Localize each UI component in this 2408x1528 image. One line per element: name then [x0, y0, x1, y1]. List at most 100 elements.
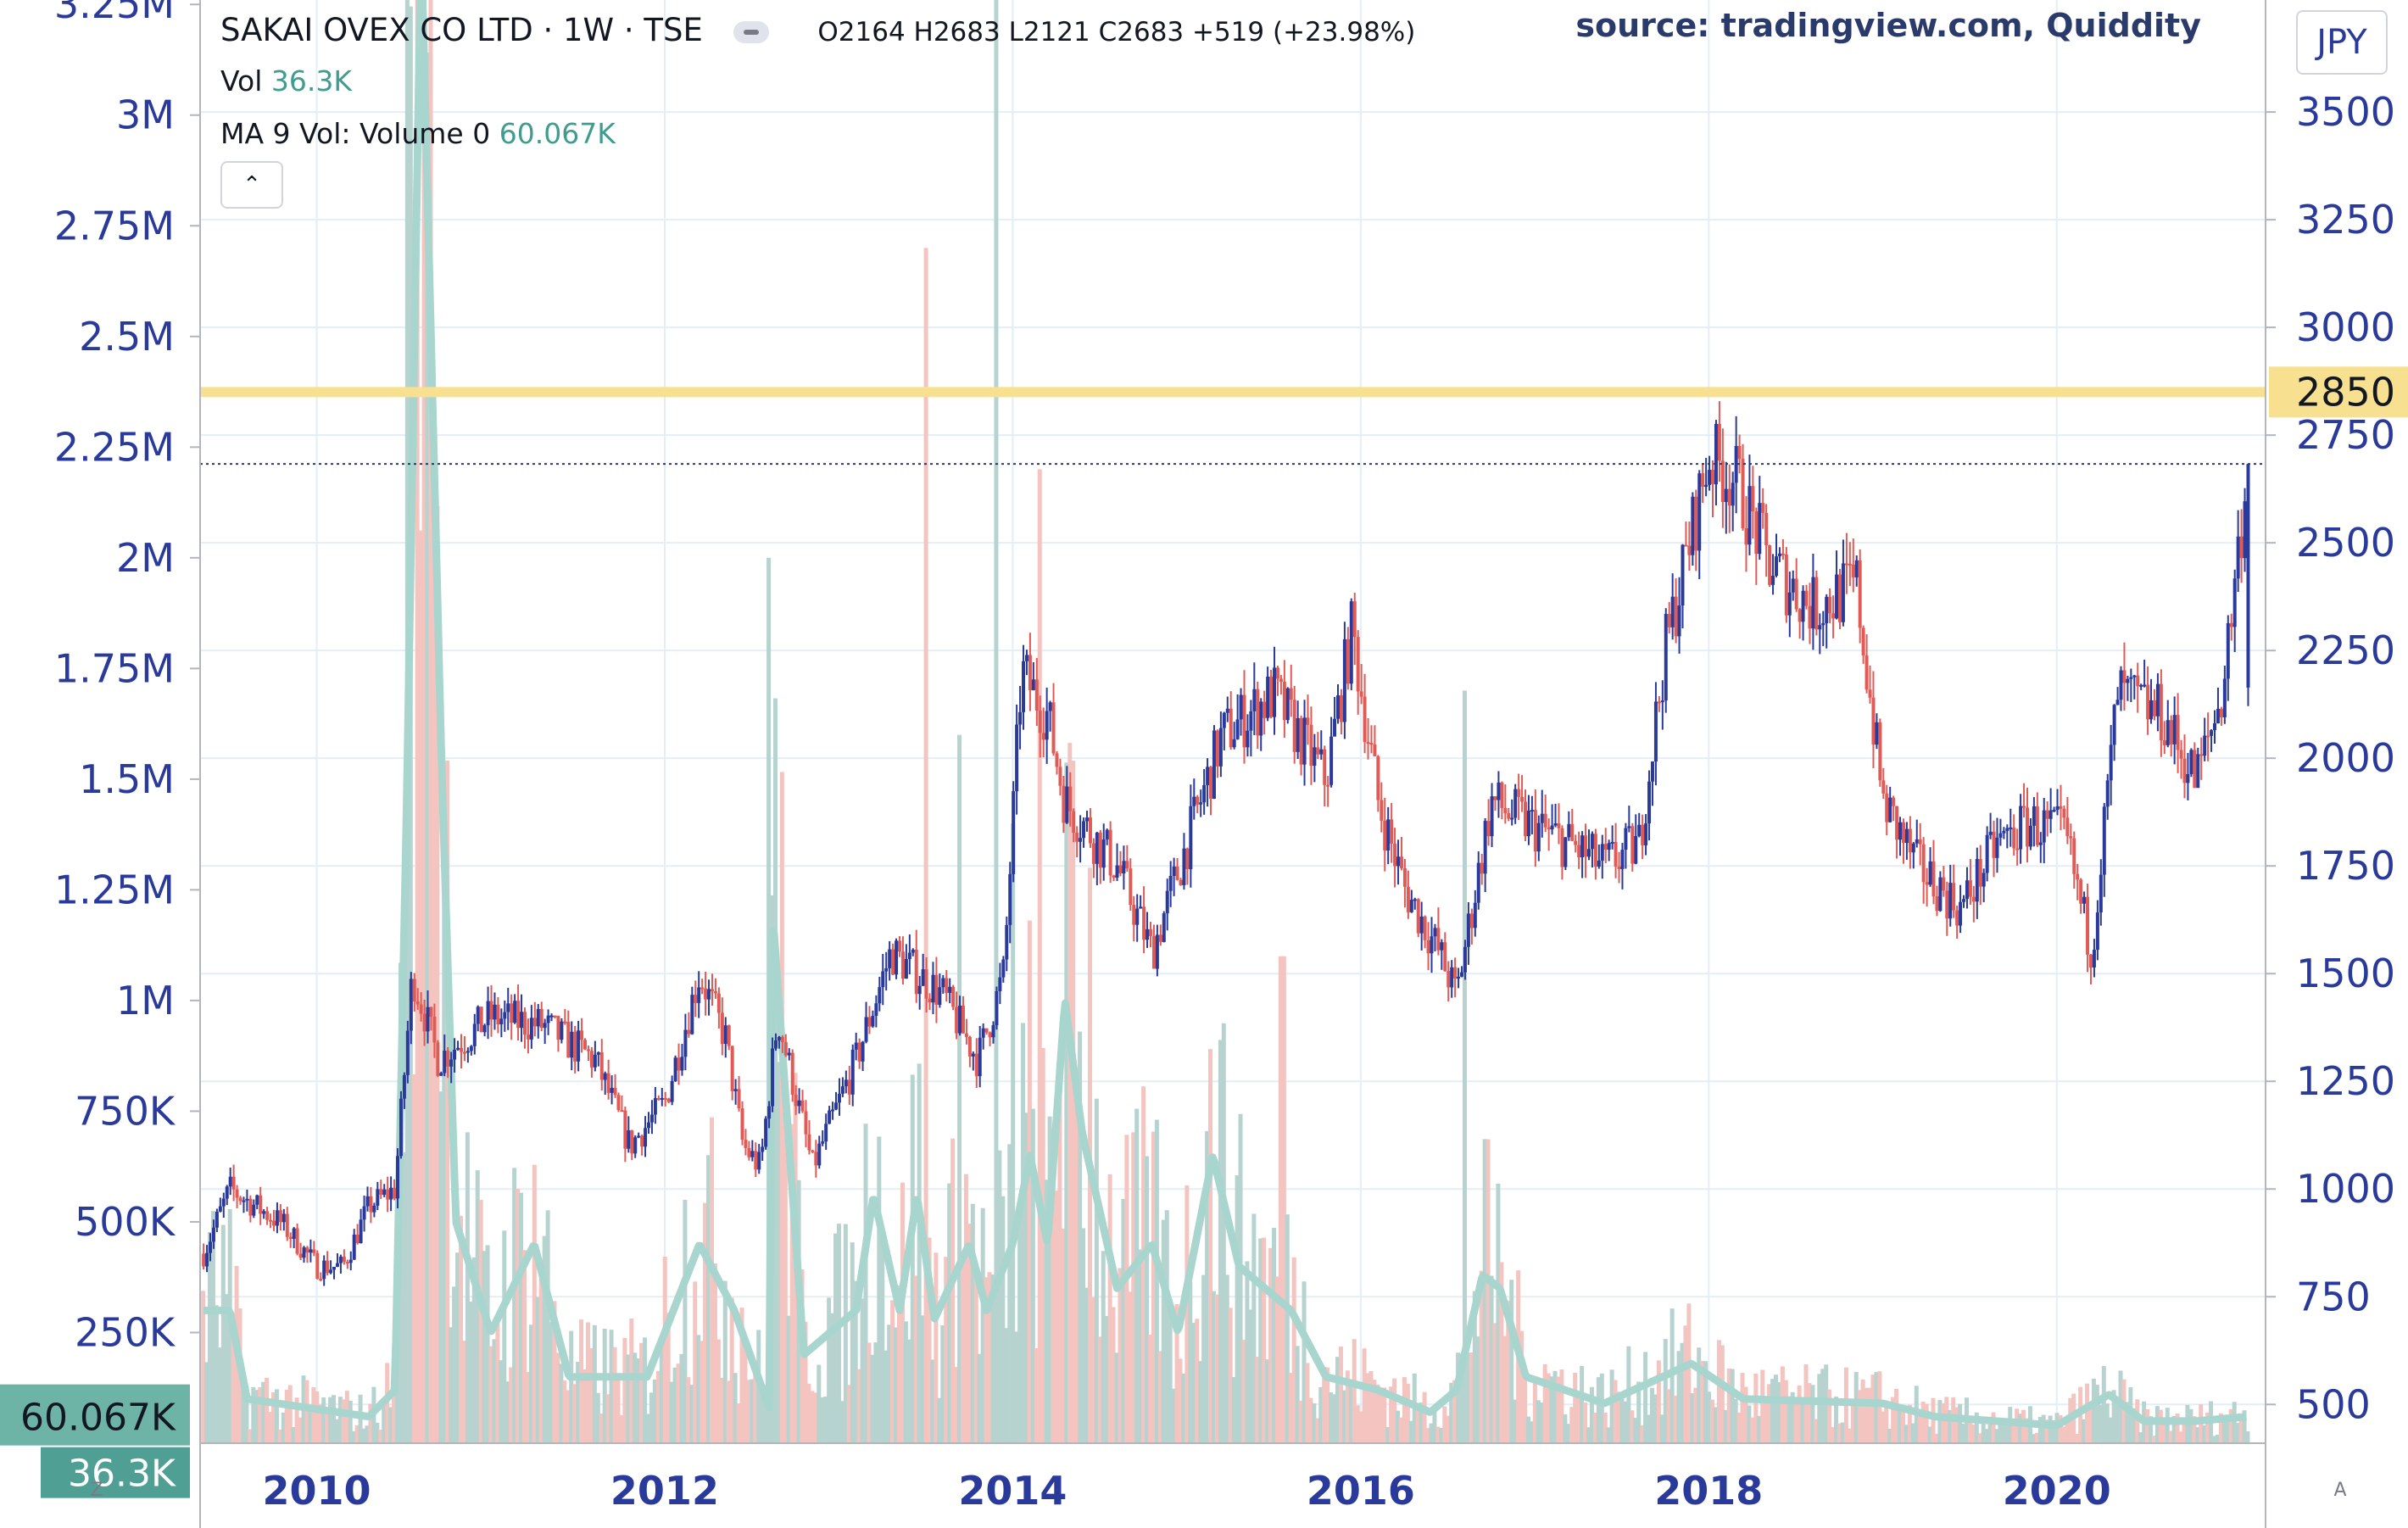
volume-bar: [2151, 1436, 2156, 1443]
volume-bar: [2138, 1432, 2143, 1443]
candle-body: [680, 1057, 684, 1071]
candle-body: [2206, 735, 2210, 738]
volume-bar: [1676, 1351, 1681, 1443]
candle-body: [995, 990, 999, 1026]
candle-body: [1457, 976, 1461, 979]
volume-bar: [944, 1257, 949, 1443]
volume-bar: [1034, 1347, 1039, 1443]
ma-value-badge: [0, 1384, 190, 1446]
volume-bar: [294, 1397, 299, 1443]
currency-button[interactable]: JPY: [2296, 10, 2388, 75]
volume-bar: [1084, 1287, 1090, 1443]
candle-body: [359, 1219, 363, 1244]
candle-body: [215, 1211, 219, 1228]
candle-body: [660, 1097, 664, 1100]
auto-scale-button[interactable]: A: [2333, 1480, 2347, 1501]
candle-body: [1423, 916, 1427, 940]
candle-body: [1955, 910, 1959, 926]
volume-bar: [2041, 1414, 2046, 1443]
candle-body: [1647, 781, 1652, 824]
volume-bar: [1047, 1116, 1052, 1443]
volume-bar: [488, 1346, 493, 1443]
volume-bar: [2228, 1408, 2233, 1443]
collapse-legend-button[interactable]: ⌃: [220, 161, 283, 209]
volume-bar: [2044, 1419, 2049, 1443]
candle-body: [840, 1086, 844, 1094]
volume-bar: [722, 1280, 727, 1443]
candle-body: [891, 949, 895, 975]
volume-bar: [535, 1297, 540, 1443]
volume-bar: [572, 1384, 577, 1443]
candle-body: [503, 1012, 507, 1019]
volume-bar: [248, 1429, 253, 1443]
candle-body: [1339, 695, 1343, 722]
candle-body: [2182, 758, 2187, 784]
volume-bar: [612, 1347, 617, 1443]
candle-body: [1754, 511, 1759, 555]
volume-bar: [2218, 1413, 2223, 1443]
candle-body: [1597, 860, 1601, 867]
volume-bar: [1128, 1291, 1133, 1443]
price-tick-label: 500: [2296, 1381, 2371, 1427]
volume-bar: [716, 1339, 721, 1443]
candle-body: [2099, 874, 2103, 913]
volume-bar: [973, 1265, 978, 1443]
candle-body: [493, 1004, 497, 1020]
volume-bar: [2061, 1426, 2066, 1443]
volume-bar: [1101, 1251, 1106, 1443]
candle-body: [2105, 780, 2110, 807]
volume-bar: [1853, 1371, 1859, 1443]
candle-body: [1302, 717, 1307, 765]
candle-body: [1269, 676, 1274, 717]
volume-bar: [1596, 1377, 1601, 1443]
candle-body: [620, 1110, 624, 1113]
candle-body: [857, 1042, 861, 1062]
volume-tick-label: 2.75M: [54, 203, 175, 248]
volume-bar: [1218, 1040, 1223, 1443]
candle-body: [1747, 486, 1752, 545]
volume-bar: [655, 1370, 661, 1443]
candle-body: [1225, 708, 1229, 713]
candle-body: [1931, 861, 1936, 897]
visibility-toggle-icon[interactable]: [733, 20, 769, 43]
candle-body: [1794, 578, 1798, 610]
axes: 500 750 1000 1250 1500 1750 2000 2250 2500 2750 30…: [54, 0, 2395, 1528]
candle-body: [773, 1040, 778, 1049]
volume-bar: [217, 1347, 222, 1443]
volume-bar: [2212, 1436, 2217, 1443]
volume-bar: [1322, 1367, 1327, 1443]
candle-body: [934, 974, 939, 1005]
volume-bar: [887, 1324, 892, 1443]
candle-body: [710, 989, 714, 992]
volume-bar: [910, 1074, 915, 1443]
candle-body: [405, 1030, 410, 1075]
volume-bar: [820, 1397, 825, 1443]
candle-body: [1215, 730, 1219, 767]
zoom-button[interactable]: Z: [90, 1480, 103, 1501]
volume-bar: [585, 1322, 590, 1443]
candle-body: [2129, 677, 2133, 679]
candle-body: [1212, 730, 1216, 799]
candle-body: [757, 1152, 761, 1170]
volume-bar: [1643, 1352, 1648, 1443]
candle-body: [402, 1074, 406, 1099]
volume-label[interactable]: Vol: [220, 64, 263, 98]
candle-body: [1285, 688, 1290, 721]
volume-bar: [1542, 1363, 1547, 1443]
volume-bar: [1021, 1023, 1026, 1443]
volume-bar: [1011, 823, 1016, 1443]
candle-body: [1048, 702, 1052, 711]
candle-body: [1513, 789, 1518, 818]
volume-tick-label: 250K: [75, 1309, 176, 1355]
candle-body: [1319, 749, 1324, 755]
candle-body: [1218, 728, 1223, 767]
symbol-title[interactable]: SAKAI OVEX CO LTD · 1W · TSE: [220, 12, 703, 48]
candle-body: [1497, 782, 1501, 800]
candle-body: [649, 1114, 654, 1123]
ma-label[interactable]: MA 9 Vol: Volume 0: [220, 117, 491, 150]
volume-bar: [1124, 1135, 1129, 1443]
candle-body: [904, 959, 908, 979]
candle-body: [453, 1049, 457, 1060]
candle-body: [1273, 667, 1277, 717]
